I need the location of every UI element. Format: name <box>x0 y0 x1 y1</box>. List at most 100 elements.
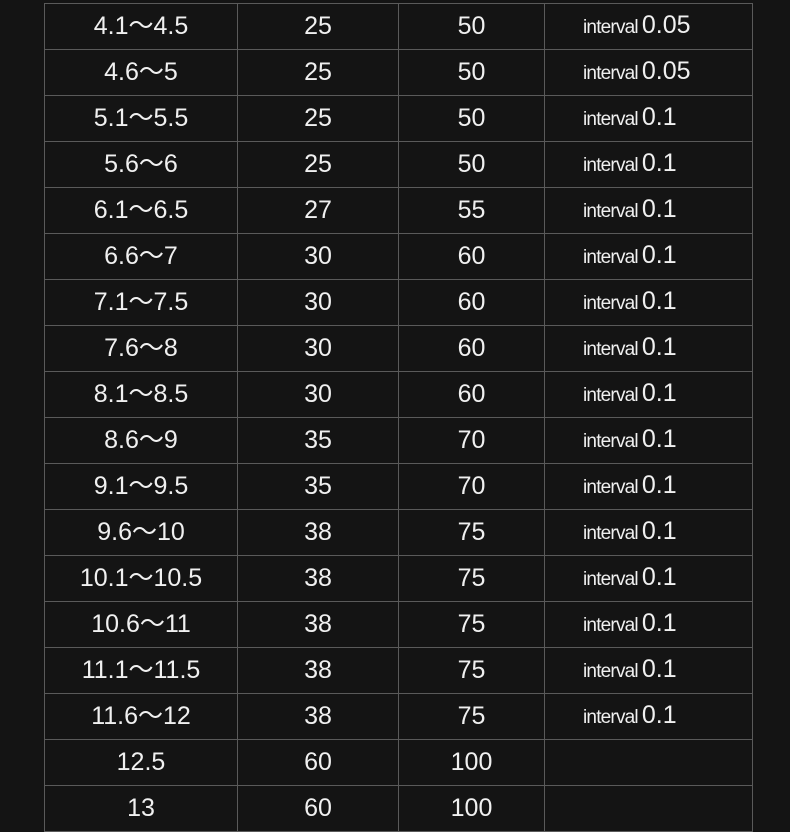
interval-value: 0.1 <box>641 701 677 729</box>
interval-cell: interval 0.1 <box>544 187 753 234</box>
range-cell: 8.6～9 <box>44 417 238 464</box>
interval-value: 0.1 <box>641 287 677 315</box>
range-cell: 9.1～9.5 <box>44 463 238 510</box>
value-b-cell: 60 <box>398 279 545 326</box>
range-cell: 11.6～12 <box>44 693 238 740</box>
interval-cell: interval 0.1 <box>544 95 753 142</box>
value-a-cell: 25 <box>237 49 399 96</box>
interval-value: 0.1 <box>641 517 677 545</box>
value-b-cell: 55 <box>398 187 545 234</box>
interval-label: interval <box>583 339 639 360</box>
value-b-cell: 75 <box>398 601 545 648</box>
interval-label: interval <box>583 431 639 452</box>
value-a-cell: 38 <box>237 693 399 740</box>
interval-value: 0.1 <box>641 195 677 223</box>
interval-label: interval <box>583 293 639 314</box>
table-row: 6.6～7 30 60 interval 0.1 <box>44 233 753 280</box>
table-row: 6.1～6.5 27 55 interval 0.1 <box>44 187 753 234</box>
range-cell: 10.1～10.5 <box>44 555 238 602</box>
range-cell: 6.6～7 <box>44 233 238 280</box>
value-b-cell: 75 <box>398 555 545 602</box>
range-cell: 11.1～11.5 <box>44 647 238 694</box>
table-row: 5.1～5.5 25 50 interval 0.1 <box>44 95 753 142</box>
interval-label: interval <box>583 523 639 544</box>
table-row: 9.6～10 38 75 interval 0.1 <box>44 509 753 556</box>
interval-cell: interval 0.1 <box>544 509 753 556</box>
interval-label: interval <box>583 201 639 222</box>
interval-cell: interval 0.1 <box>544 325 753 372</box>
interval-value: 0.1 <box>641 563 677 591</box>
range-cell: 6.1～6.5 <box>44 187 238 234</box>
interval-value: 0.1 <box>641 471 677 499</box>
value-a-cell: 25 <box>237 141 399 188</box>
table-row: 7.1～7.5 30 60 interval 0.1 <box>44 279 753 326</box>
value-b-cell: 70 <box>398 417 545 464</box>
value-a-cell: 25 <box>237 95 399 142</box>
interval-label: interval <box>583 615 639 636</box>
range-cell: 7.6～8 <box>44 325 238 372</box>
interval-cell: interval 0.1 <box>544 141 753 188</box>
table-row: 5.6～6 25 50 interval 0.1 <box>44 141 753 188</box>
interval-cell: interval 0.1 <box>544 417 753 464</box>
interval-value: 0.1 <box>641 103 677 131</box>
table-row: 4.6～5 25 50 interval 0.05 <box>44 49 753 96</box>
table-row: 12.5 60 100 <box>44 739 753 786</box>
value-b-cell: 50 <box>398 49 545 96</box>
range-cell: 5.6～6 <box>44 141 238 188</box>
interval-cell: interval 0.1 <box>544 601 753 648</box>
interval-label: interval <box>583 385 639 406</box>
range-cell: 10.6～11 <box>44 601 238 648</box>
range-cell: 7.1～7.5 <box>44 279 238 326</box>
value-a-cell: 30 <box>237 279 399 326</box>
table-row: 10.6～11 38 75 interval 0.1 <box>44 601 753 648</box>
value-b-cell: 75 <box>398 509 545 556</box>
table-row: 8.6～9 35 70 interval 0.1 <box>44 417 753 464</box>
interval-cell: interval 0.1 <box>544 371 753 418</box>
range-cell: 13 <box>44 785 238 832</box>
interval-cell <box>544 785 753 832</box>
value-a-cell: 30 <box>237 233 399 280</box>
value-b-cell: 50 <box>398 3 545 50</box>
value-a-cell: 38 <box>237 601 399 648</box>
value-b-cell: 60 <box>398 371 545 418</box>
value-a-cell: 25 <box>237 3 399 50</box>
interval-cell: interval 0.1 <box>544 693 753 740</box>
interval-label: interval <box>583 661 639 682</box>
interval-value: 0.1 <box>641 379 677 407</box>
table-row: 13 60 100 <box>44 785 753 832</box>
value-b-cell: 60 <box>398 325 545 372</box>
interval-value: 0.05 <box>641 11 691 39</box>
spec-table: 4.1～4.5 25 50 interval 0.05 4.6～5 25 50 interval… <box>44 3 753 832</box>
range-cell: 8.1～8.5 <box>44 371 238 418</box>
value-a-cell: 60 <box>237 739 399 786</box>
value-b-cell: 100 <box>398 739 545 786</box>
interval-value: 0.1 <box>641 425 677 453</box>
range-cell: 9.6～10 <box>44 509 238 556</box>
value-a-cell: 30 <box>237 325 399 372</box>
table-row: 7.6～8 30 60 interval 0.1 <box>44 325 753 372</box>
interval-value: 0.1 <box>641 149 677 177</box>
interval-label: interval <box>583 155 639 176</box>
table-row: 4.1～4.5 25 50 interval 0.05 <box>44 3 753 50</box>
interval-label: interval <box>583 247 639 268</box>
interval-label: interval <box>583 17 639 38</box>
interval-value: 0.1 <box>641 609 677 637</box>
value-b-cell: 75 <box>398 693 545 740</box>
value-a-cell: 35 <box>237 463 399 510</box>
interval-cell: interval 0.1 <box>544 233 753 280</box>
table-row: 11.1～11.5 38 75 interval 0.1 <box>44 647 753 694</box>
value-b-cell: 50 <box>398 95 545 142</box>
interval-cell: interval 0.1 <box>544 279 753 326</box>
table-row: 10.1～10.5 38 75 interval 0.1 <box>44 555 753 602</box>
interval-cell: interval 0.05 <box>544 49 753 96</box>
table-row: 9.1～9.5 35 70 interval 0.1 <box>44 463 753 510</box>
value-a-cell: 38 <box>237 509 399 556</box>
interval-cell: interval 0.1 <box>544 647 753 694</box>
range-cell: 4.6～5 <box>44 49 238 96</box>
interval-value: 0.1 <box>641 241 677 269</box>
interval-label: interval <box>583 477 639 498</box>
value-b-cell: 60 <box>398 233 545 280</box>
value-a-cell: 38 <box>237 647 399 694</box>
value-a-cell: 38 <box>237 555 399 602</box>
interval-value: 0.1 <box>641 655 677 683</box>
